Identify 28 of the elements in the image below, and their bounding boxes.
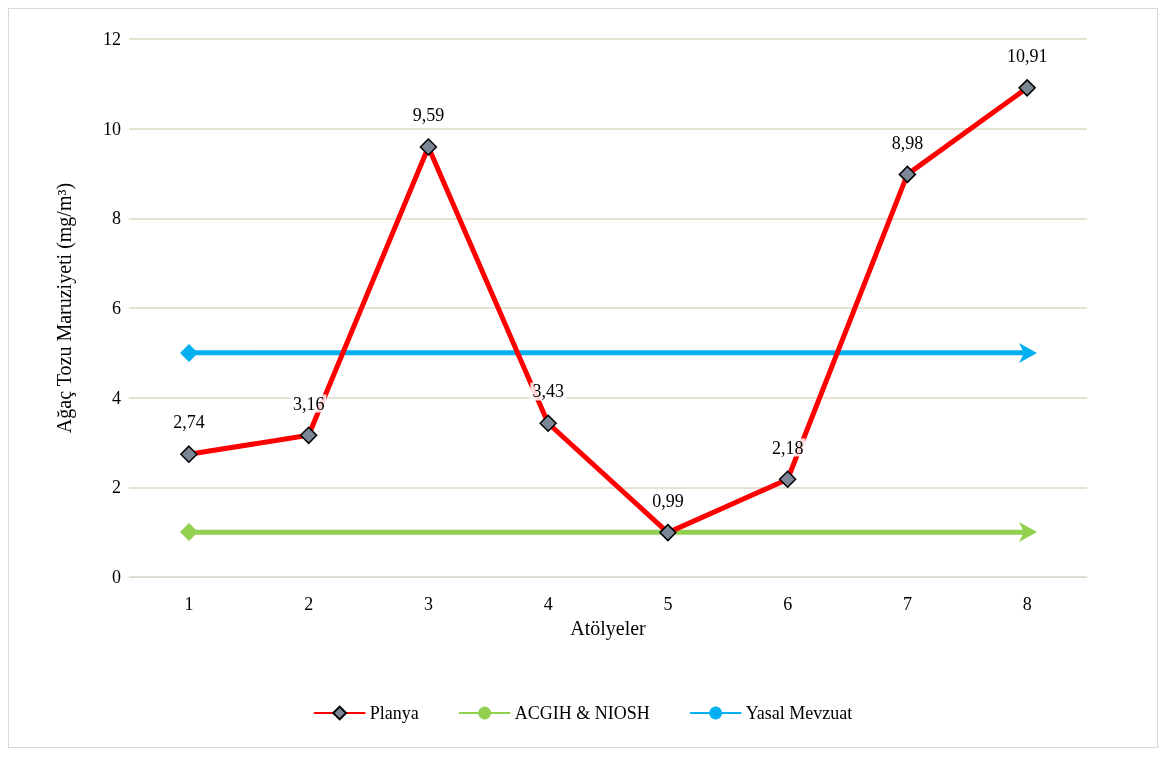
data-label: 2,18 — [771, 437, 804, 458]
x-tick-label: 6 — [783, 594, 793, 614]
data-label: 9,59 — [412, 105, 445, 126]
y-tick-label: 4 — [112, 387, 121, 408]
x-tick-label: 5 — [663, 594, 673, 614]
y-tick-label: 2 — [112, 477, 121, 498]
x-tick-label: 4 — [543, 594, 553, 614]
x-tick-label: 2 — [304, 594, 314, 614]
y-tick-label: 0 — [112, 567, 121, 587]
data-label: 10,91 — [1006, 46, 1048, 67]
legend-label: Planya — [369, 703, 419, 723]
data-label: 8,98 — [891, 132, 924, 153]
y-tick-label: 10 — [103, 118, 121, 139]
legend-label: ACGIH & NIOSH — [514, 703, 650, 723]
data-label: 3,43 — [532, 381, 564, 402]
data-label: 3,16 — [292, 393, 325, 414]
legend-label: Yasal Mevzuat — [745, 703, 853, 723]
y-axis-title: Ağaç Tozu Maruziyeti (mg/m³) — [53, 182, 76, 434]
x-tick-label: 1 — [184, 594, 194, 614]
data-label: 2,74 — [173, 412, 205, 433]
x-axis-title: Atölyeler — [570, 616, 647, 640]
x-tick-label: 8 — [1022, 594, 1032, 614]
data-label: 0,99 — [652, 490, 684, 511]
y-tick-label: 8 — [112, 208, 121, 229]
y-tick-label: 6 — [112, 298, 121, 318]
y-tick-label: 12 — [103, 29, 121, 49]
x-tick-label: 7 — [902, 594, 912, 614]
x-tick-label: 3 — [423, 594, 433, 614]
